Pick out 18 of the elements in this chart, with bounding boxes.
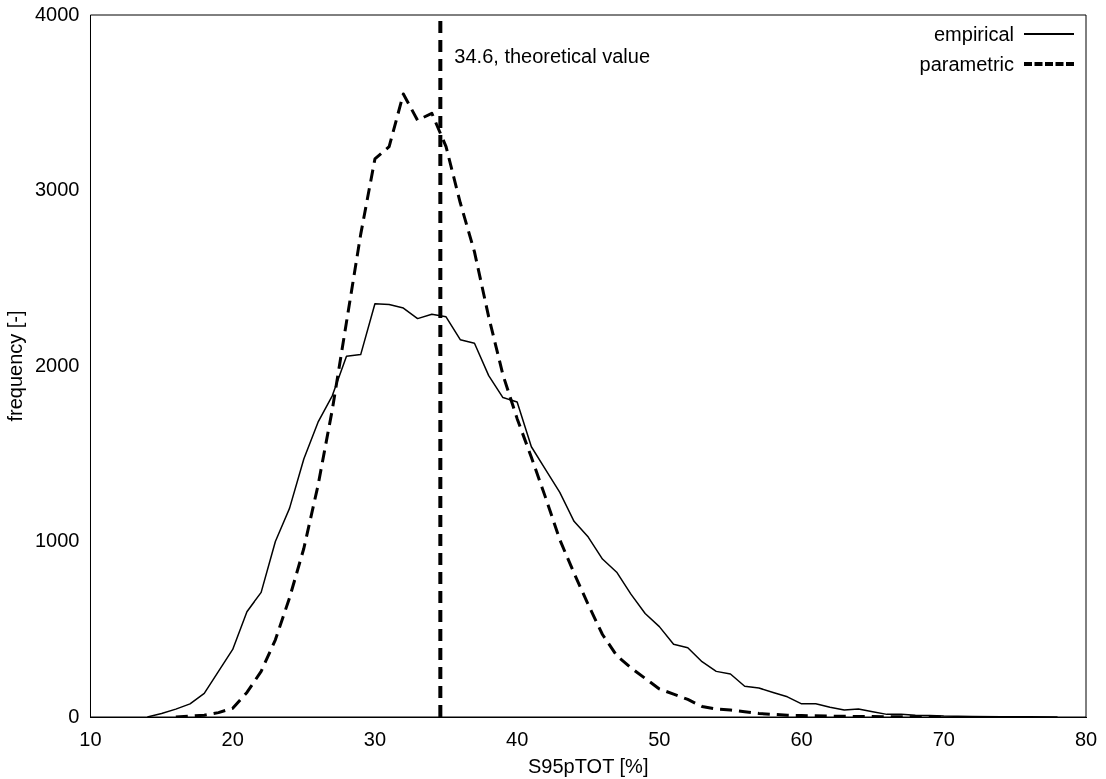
y-tick-label: 2000 xyxy=(34,353,80,376)
y-axis-title: frequency [-] xyxy=(3,310,26,422)
x-tick-label: 60 xyxy=(790,727,813,750)
x-tick-label: 80 xyxy=(1074,727,1098,750)
y-tick-label: 3000 xyxy=(34,178,80,201)
x-tick-label: 10 xyxy=(79,727,102,750)
x-tick-label: 70 xyxy=(932,727,955,750)
x-tick-label: 40 xyxy=(506,727,529,750)
y-tick-label: 4000 xyxy=(34,2,80,25)
legend-label: parametric xyxy=(919,52,1014,76)
x-tick-label: 50 xyxy=(648,727,671,750)
legend-label: empirical xyxy=(933,22,1014,46)
x-tick-label: 20 xyxy=(221,727,244,750)
ref-line-label: 34.6, theoretical value xyxy=(454,44,651,67)
y-tick-label: 1000 xyxy=(34,529,80,552)
x-tick-label: 30 xyxy=(363,727,387,750)
y-tick-label: 0 xyxy=(68,704,80,727)
x-axis-title: S95pTOT [%] xyxy=(528,754,649,777)
